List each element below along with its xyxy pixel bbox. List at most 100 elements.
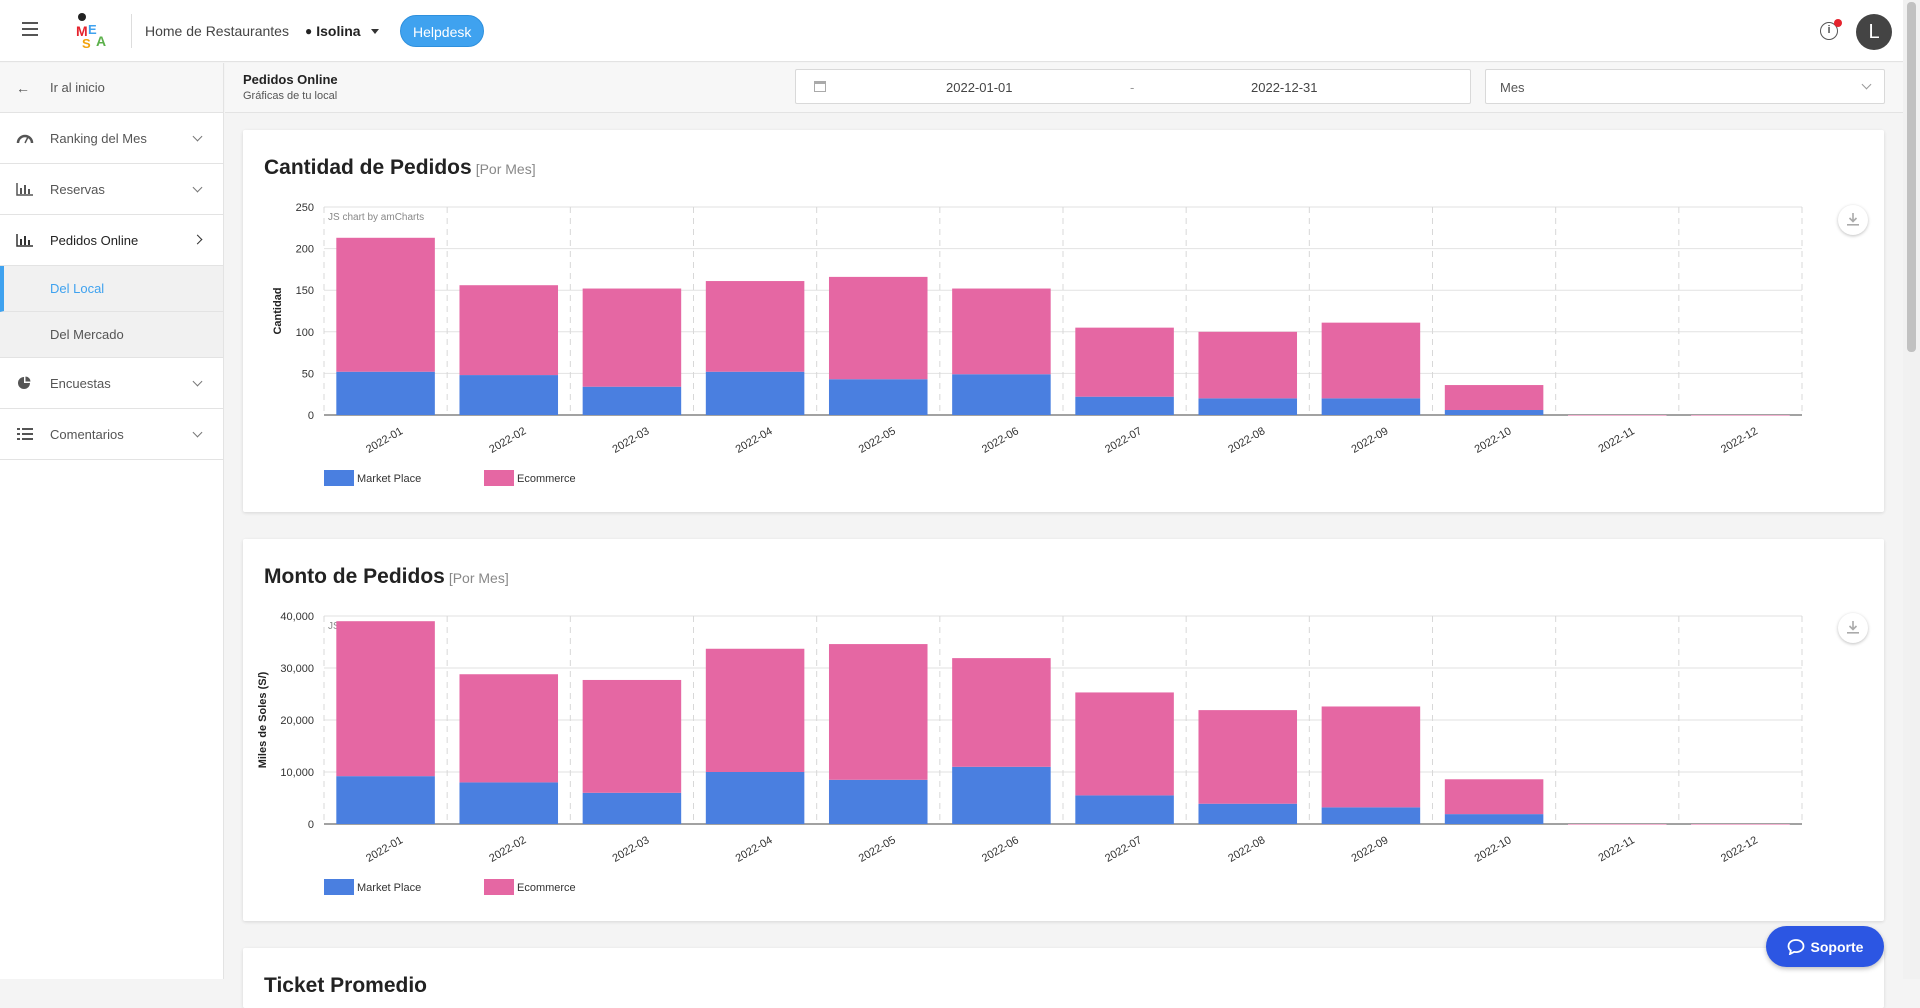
chevron-down-icon [192,427,203,438]
sidebar-item-label: Reservas [50,181,105,197]
menu-icon[interactable] [22,22,38,36]
x-tick-label: 2022-08 [1226,834,1267,865]
sidebar-subitem-del-mercado[interactable]: Del Mercado [0,312,223,358]
x-tick-label: 2022-01 [364,834,405,865]
x-tick-label: 2022-06 [980,834,1021,865]
chart-title-text: Cantidad de Pedidos [264,156,472,179]
y-tick-label: 0 [308,819,314,831]
chevron-down-icon [192,182,203,193]
bar-market-place [1321,807,1421,824]
x-tick-label: 2022-09 [1349,834,1390,865]
sidebar-item-label: Encuestas [50,375,111,391]
legend-label: Ecommerce [517,882,576,894]
y-tick-label: 100 [296,327,314,339]
sidebar-item-label: Comentarios [50,426,124,442]
sidebar-item-encuestas[interactable]: Encuestas [0,358,223,409]
download-icon [1847,213,1859,226]
pie-chart-icon [18,376,31,389]
y-tick-label: 20,000 [280,715,314,727]
chart-cantidad-pedidos: 0 50 100 150 200 250 JS chart by amCharts 2022-… [272,202,1803,486]
bar-ecommerce [582,288,682,387]
bar-market-place [828,779,928,824]
legend-label: Market Place [357,882,421,894]
back-home-link[interactable]: ← Ir al inicio [0,63,223,113]
y-tick-label: 250 [296,202,314,214]
list-icon [17,428,33,440]
legend-swatch-ecommerce [484,470,514,486]
info-icon[interactable]: i [1820,22,1838,40]
bar-ecommerce [459,674,559,783]
sidebar-item-comentarios[interactable]: Comentarios [0,409,223,460]
bar-ecommerce [1444,779,1544,815]
bar-market-place [828,379,928,415]
bar-ecommerce [1567,415,1667,416]
top-bar: M E S A Home de Restaurantes ● Isolina H… [0,0,1903,62]
location-dropdown[interactable]: ● Isolina [305,23,379,39]
bar-ecommerce [1198,710,1298,804]
scrollbar-thumb[interactable] [1907,2,1916,352]
amcharts-watermark: JS chart by amCharts [328,212,424,223]
bar-market-place [1444,814,1544,824]
bar-ecommerce [1321,706,1421,808]
arrow-left-icon: ← [16,79,30,96]
helpdesk-button[interactable]: Helpdesk [400,15,485,47]
bar-market-place [336,371,435,415]
period-select[interactable]: Mes [1485,69,1885,104]
chart-title-text: Monto de Pedidos [264,565,445,588]
x-tick-label: 2022-05 [857,425,898,456]
sidebar-item-ranking[interactable]: Ranking del Mes [0,113,223,164]
download-icon [1847,621,1859,634]
chart-title: Monto de Pedidos [Por Mes] [264,565,509,589]
x-tick-label: 2022-03 [610,425,651,456]
bar-ecommerce [1444,385,1544,411]
support-button[interactable]: Soporte [1766,926,1884,967]
bar-ecommerce [1321,322,1421,399]
date-from[interactable]: 2022-01-01 [946,80,1013,95]
date-range-picker[interactable]: 2022-01-01 - 2022-12-31 [795,69,1471,104]
legend-label: Ecommerce [517,473,576,485]
y-tick-label: 50 [302,368,314,380]
caret-down-icon [370,28,379,34]
bar-ecommerce [1198,331,1298,399]
bar-market-place [1075,396,1174,415]
mesa-logo[interactable]: M E S A [74,12,114,52]
y-tick-label: 200 [296,244,314,256]
page-scrollbar[interactable] [1903,0,1920,979]
chart-card-cantidad: Cantidad de Pedidos [Por Mes] 0 50 100 150 20… [243,130,1884,512]
chevron-down-icon [192,376,203,387]
sidebar-item-pedidos-online[interactable]: Pedidos Online [0,215,223,266]
y-tick-label: 150 [296,285,314,297]
sidebar-subitem-del-local[interactable]: Del Local [0,266,223,312]
avatar[interactable]: L [1856,14,1892,50]
page-subtitle: Gráficas de tu local [243,90,338,102]
bar-ecommerce [336,621,435,777]
chart-title-suffix: [Por Mes] [475,161,536,177]
bar-market-place [1444,410,1544,415]
legend-label: Market Place [357,473,421,485]
x-tick-label: 2022-11 [1596,425,1636,455]
x-tick-label: 2022-09 [1349,425,1390,456]
home-link[interactable]: Home de Restaurantes [145,23,289,39]
bar-ecommerce [952,658,1051,767]
x-tick-label: 2022-11 [1596,834,1636,864]
x-tick-label: 2022-01 [364,425,405,456]
chart-title: Cantidad de Pedidos [Por Mes] [264,156,536,180]
bar-market-place [1198,803,1298,824]
calendar-icon [814,81,826,92]
y-tick-label: 40,000 [280,611,314,623]
date-to[interactable]: 2022-12-31 [1251,80,1318,95]
x-tick-label: 2022-07 [1103,834,1144,865]
download-button[interactable] [1838,205,1868,235]
svg-text:A: A [96,33,106,49]
dashboard-icon [16,134,34,144]
bar-market-place [459,782,559,824]
back-label: Ir al inicio [50,80,105,95]
x-tick-label: 2022-12 [1719,834,1760,865]
sidebar-item-reservas[interactable]: Reservas [0,164,223,215]
bar-ecommerce [336,237,435,372]
download-button[interactable] [1838,613,1868,643]
x-tick-label: 2022-08 [1226,425,1267,456]
x-tick-label: 2022-02 [487,834,528,865]
page-header: Pedidos Online Gráficas de tu local 2022… [225,63,1903,113]
date-separator: - [1130,80,1135,95]
